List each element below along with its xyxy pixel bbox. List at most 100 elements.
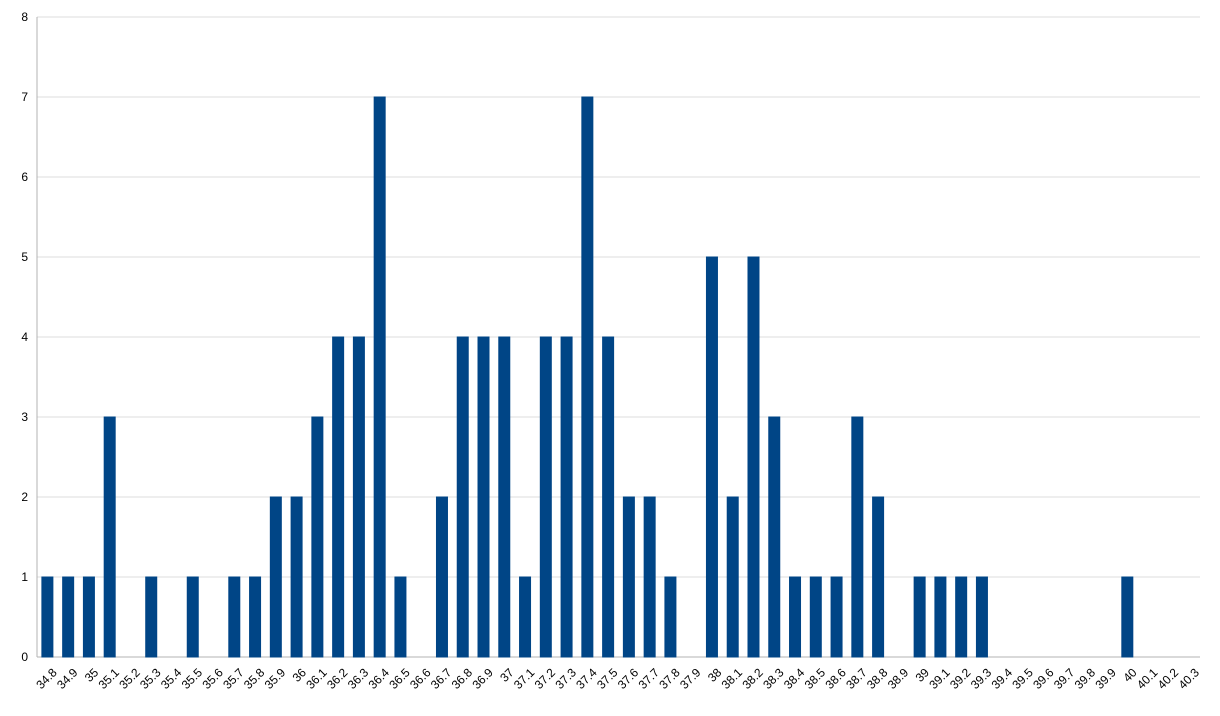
x-tick-label: 39.8 <box>1072 665 1099 692</box>
bar <box>664 576 677 658</box>
bar <box>332 336 345 658</box>
x-tick-label: 35.7 <box>220 665 247 692</box>
bar <box>622 496 635 658</box>
bar <box>352 336 365 658</box>
bar <box>290 496 303 658</box>
x-tick-label: 37.3 <box>553 665 580 692</box>
bar <box>311 416 324 658</box>
x-tick-label: 36.3 <box>345 665 372 692</box>
x-tick-label: 39.1 <box>926 665 953 692</box>
bar <box>643 496 656 658</box>
x-tick-label: 34.9 <box>54 665 81 692</box>
bar <box>602 336 615 658</box>
bar <box>747 256 760 658</box>
x-tick-label: 35.3 <box>137 665 164 692</box>
x-tick-label: 37.5 <box>594 665 621 692</box>
bar <box>581 96 594 658</box>
bar <box>955 576 968 658</box>
bar <box>249 576 262 658</box>
bar <box>809 576 822 658</box>
x-tick-label: 39.6 <box>1030 665 1057 692</box>
bar <box>456 336 469 658</box>
bar <box>62 576 75 658</box>
x-tick-label: 36.5 <box>386 665 413 692</box>
x-tick-label: 37.2 <box>532 665 559 692</box>
bar <box>498 336 511 658</box>
bar <box>519 576 532 658</box>
x-tick-label: 36.7 <box>428 665 455 692</box>
y-tick-label: 4 <box>21 330 28 344</box>
bar <box>830 576 843 658</box>
x-tick-label: 38.5 <box>802 665 829 692</box>
x-tick-label: 39.5 <box>1009 665 1036 692</box>
y-tick-label: 3 <box>21 410 28 424</box>
x-tick-label: 36.1 <box>303 665 330 692</box>
x-tick-label: 39.2 <box>947 665 974 692</box>
bar <box>41 576 54 658</box>
x-tick-label: 38.3 <box>760 665 787 692</box>
x-tick-label: 35.8 <box>241 665 268 692</box>
bar <box>228 576 241 658</box>
bar <box>539 336 552 658</box>
bar <box>145 576 158 658</box>
x-tick-label: 37.1 <box>511 665 538 692</box>
x-tick-label: 35.6 <box>199 665 226 692</box>
bar <box>768 416 781 658</box>
x-tick-label: 39.7 <box>1051 665 1078 692</box>
bar <box>103 416 116 658</box>
x-tick-label: 35.4 <box>158 665 185 692</box>
bar <box>934 576 947 658</box>
bar <box>394 576 407 658</box>
bar <box>269 496 282 658</box>
x-tick-label: 36.4 <box>366 665 393 692</box>
x-tick-label: 38.2 <box>739 665 766 692</box>
y-tick-label: 8 <box>21 10 28 24</box>
x-tick-label: 40.2 <box>1155 665 1182 692</box>
x-tick-label: 36.9 <box>469 665 496 692</box>
x-tick-label: 36.2 <box>324 665 351 692</box>
x-tick-label: 35.9 <box>262 665 289 692</box>
bar <box>373 96 386 658</box>
y-tick-label: 7 <box>21 90 28 104</box>
y-tick-label: 0 <box>21 650 28 664</box>
y-tick-label: 5 <box>21 250 28 264</box>
x-tick-label: 38.6 <box>822 665 849 692</box>
x-tick-label: 37.4 <box>573 665 600 692</box>
x-tick-label: 37.7 <box>636 665 663 692</box>
bar <box>435 496 448 658</box>
x-tick-label: 38.8 <box>864 665 891 692</box>
bar <box>705 256 718 658</box>
x-tick-label: 36.8 <box>449 665 476 692</box>
x-tick-label: 38.9 <box>885 665 912 692</box>
x-tick-label: 39.3 <box>968 665 995 692</box>
bar <box>560 336 573 658</box>
bar <box>789 576 802 658</box>
x-tick-label: 35.1 <box>96 665 123 692</box>
bar <box>186 576 199 658</box>
y-tick-label: 6 <box>21 170 28 184</box>
bar <box>975 576 988 658</box>
x-tick-label: 36.6 <box>407 665 434 692</box>
x-tick-label: 38.4 <box>781 665 808 692</box>
x-tick-label: 37.6 <box>615 665 642 692</box>
bar <box>872 496 885 658</box>
x-tick-label: 39.9 <box>1092 665 1119 692</box>
bar <box>913 576 926 658</box>
bar <box>477 336 490 658</box>
x-tick-label: 37.8 <box>656 665 683 692</box>
x-tick-label: 39.4 <box>989 665 1016 692</box>
bar <box>1121 576 1134 658</box>
x-tick-label: 37.9 <box>677 665 704 692</box>
bar <box>851 416 864 658</box>
x-tick-label: 35.2 <box>116 665 143 692</box>
x-tick-label: 35.5 <box>179 665 206 692</box>
x-tick-label: 38.7 <box>843 665 870 692</box>
y-tick-label: 1 <box>21 570 28 584</box>
x-tick-label: 38.1 <box>719 665 746 692</box>
x-tick-label: 34.8 <box>33 665 60 692</box>
y-tick-label: 2 <box>21 490 28 504</box>
bar <box>82 576 95 658</box>
bar <box>726 496 739 658</box>
x-tick-label: 40.3 <box>1176 665 1203 692</box>
